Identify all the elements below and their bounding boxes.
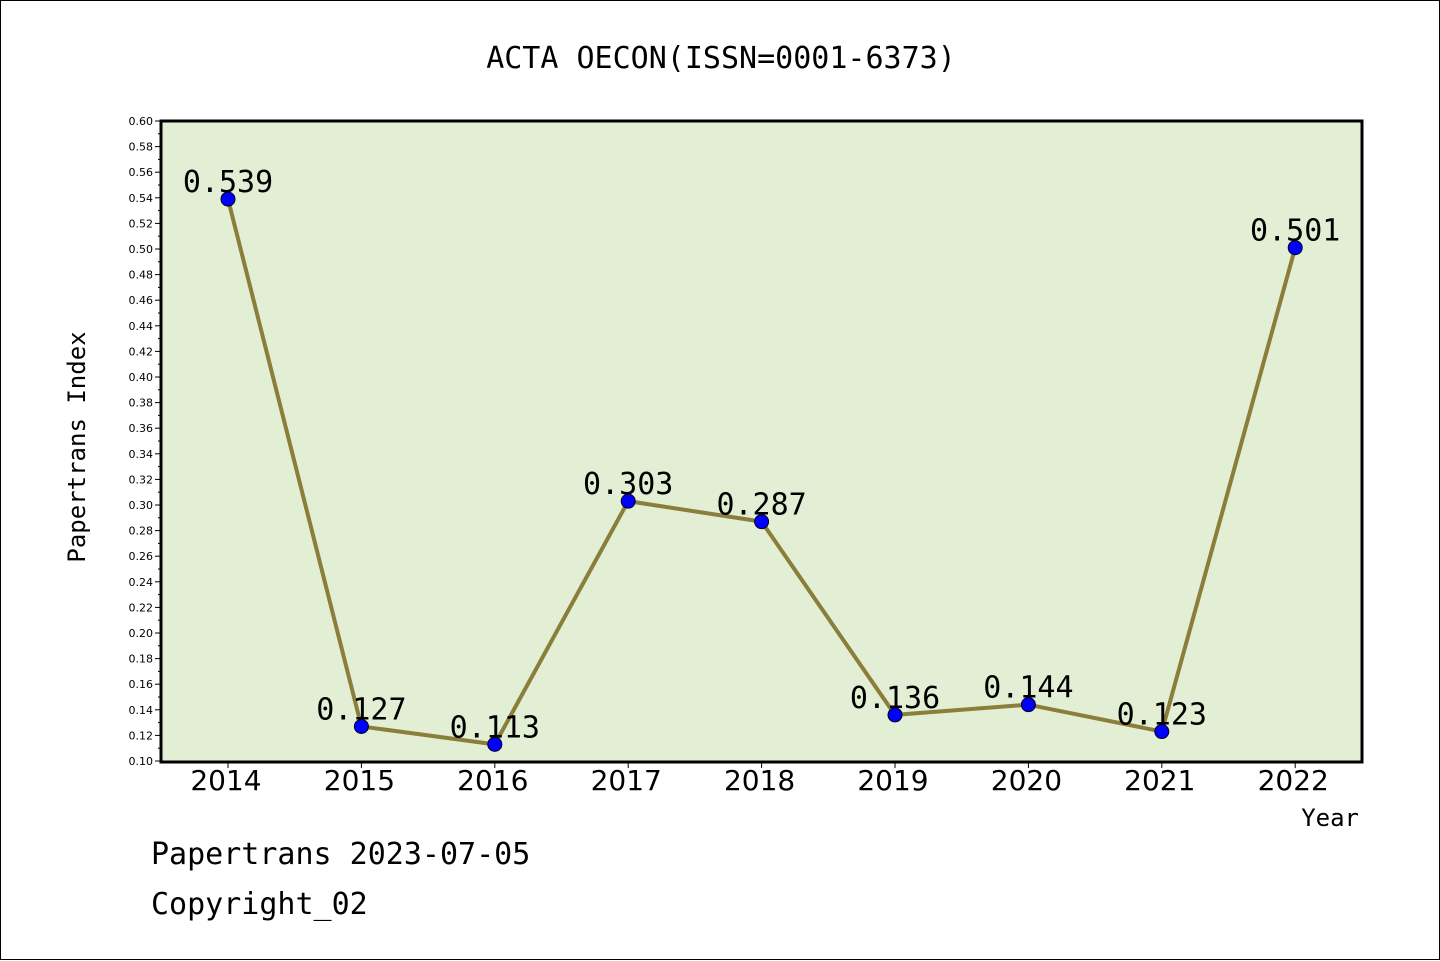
- data-point-marker: [220, 191, 236, 207]
- footer-copyright: Copyright_02: [151, 887, 368, 922]
- y-tick-label: 0.22: [129, 601, 154, 614]
- y-tick-label: 0.54: [129, 192, 154, 205]
- y-tick-label: 0.60: [129, 115, 154, 128]
- x-tick-label: 2018: [724, 764, 795, 797]
- y-tick-label: 0.18: [129, 653, 154, 666]
- y-tick-label: 0.46: [129, 294, 154, 307]
- data-point-marker: [620, 493, 636, 509]
- x-tick-label: 2014: [190, 764, 261, 797]
- plot-area: [159, 119, 1364, 764]
- data-label: 0.123: [1117, 698, 1207, 733]
- data-point-marker: [754, 514, 770, 530]
- y-tick-label: 0.24: [129, 576, 154, 589]
- y-axis-ticks: 0.10 0.12 0.14 0.16 0.18 0.20 0.22 0.24 0.26 0.28…: [129, 115, 161, 768]
- y-tick-label: 0.40: [129, 371, 154, 384]
- y-tick-label: 0.58: [129, 141, 154, 154]
- data-point-marker: [1020, 697, 1036, 713]
- x-axis-label: Year: [1301, 804, 1359, 832]
- data-label: 0.144: [983, 671, 1073, 706]
- chart-title: ACTA OECON(ISSN=0001-6373): [486, 41, 956, 76]
- y-axis-label: Papertrans Index: [63, 331, 91, 562]
- x-tick-label: 2016: [457, 764, 528, 797]
- y-tick-label: 0.28: [129, 525, 154, 538]
- y-tick-label: 0.48: [129, 269, 154, 282]
- x-tick-label: 2017: [591, 764, 662, 797]
- x-tick-label: 2020: [991, 764, 1062, 797]
- data-point-marker: [1154, 724, 1170, 740]
- x-tick-label: 2021: [1124, 764, 1195, 797]
- y-tick-label: 0.36: [129, 422, 154, 435]
- y-tick-label: 0.52: [129, 217, 154, 230]
- data-label: 0.136: [850, 681, 940, 716]
- y-tick-label: 0.20: [129, 627, 154, 640]
- x-axis-ticks: 2014 2015 2016 2017 2018 2019 2020 2021 2022: [190, 761, 1329, 797]
- x-tick-label: 2015: [324, 764, 395, 797]
- y-tick-label: 0.34: [129, 448, 154, 461]
- y-tick-label: 0.14: [129, 704, 154, 717]
- data-point-marker: [487, 736, 503, 752]
- y-tick-label: 0.32: [129, 473, 154, 486]
- data-label: 0.287: [716, 488, 806, 523]
- footer-date: Papertrans 2023-07-05: [151, 837, 530, 872]
- x-tick-label: 2019: [857, 764, 928, 797]
- y-tick-label: 0.42: [129, 345, 154, 358]
- y-tick-label: 0.10: [129, 755, 154, 768]
- y-tick-label: 0.12: [129, 729, 154, 742]
- x-tick-label: 2022: [1258, 764, 1329, 797]
- y-tick-label: 0.38: [129, 397, 154, 410]
- data-label: 0.539: [183, 165, 273, 200]
- data-label: 0.501: [1250, 214, 1340, 249]
- series-line-group: [220, 191, 1303, 752]
- y-tick-label: 0.30: [129, 499, 154, 512]
- y-tick-label: 0.16: [129, 678, 154, 691]
- y-tick-label: 0.50: [129, 243, 154, 256]
- data-label: 0.303: [583, 467, 673, 502]
- data-label: 0.127: [316, 692, 406, 727]
- data-point-marker: [1287, 240, 1303, 256]
- y-tick-label: 0.56: [129, 166, 154, 179]
- data-point-marker: [353, 718, 369, 734]
- y-tick-label: 0.26: [129, 550, 154, 563]
- y-tick-label: 0.44: [129, 320, 154, 333]
- data-point-marker: [887, 707, 903, 723]
- data-label: 0.113: [450, 710, 540, 745]
- data-labels-group: 0.539 0.127 0.113 0.303 0.287 0.136 0.144 0.123…: [183, 165, 1341, 745]
